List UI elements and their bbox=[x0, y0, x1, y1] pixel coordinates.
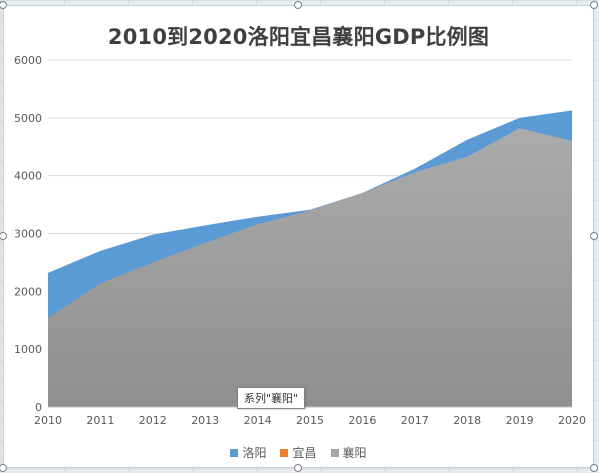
x-tick-label-2020: 2020 bbox=[558, 414, 586, 427]
x-tick-label-2011: 2011 bbox=[86, 414, 114, 427]
resize-handle-middle-left[interactable] bbox=[0, 232, 7, 240]
legend-label-yichang: 宜昌 bbox=[292, 446, 317, 460]
x-tick-label-2015: 2015 bbox=[296, 414, 324, 427]
resize-handle-middle-right[interactable] bbox=[590, 232, 598, 240]
legend-swatch-luoyang bbox=[230, 448, 239, 457]
series-tooltip: 系列"襄阳" bbox=[237, 387, 306, 409]
resize-handle-bottom-left[interactable] bbox=[0, 464, 7, 472]
legend-label-luoyang: 洛阳 bbox=[242, 446, 267, 460]
resize-handle-top-right[interactable] bbox=[590, 1, 598, 9]
chart-title[interactable]: 2010到2020洛阳宜昌襄阳GDP比例图 bbox=[107, 25, 490, 49]
legend-item-yichang[interactable]: 宜昌 bbox=[280, 444, 317, 461]
x-tick-label-2012: 2012 bbox=[139, 414, 167, 427]
y-tick-label-2000: 2000 bbox=[14, 285, 42, 298]
chart-legend[interactable]: 洛阳 宜昌 襄阳 bbox=[4, 444, 593, 461]
legend-item-luoyang[interactable]: 洛阳 bbox=[230, 444, 266, 461]
x-tick-label-2018: 2018 bbox=[453, 414, 481, 427]
resize-handle-bottom-right[interactable] bbox=[590, 464, 598, 472]
resize-handle-bottom-center[interactable] bbox=[294, 464, 302, 472]
legend-label-xiangyang: 襄阳 bbox=[342, 446, 367, 460]
area-chart[interactable]: 0 1000 2000 3000 4000 5000 6000 2010 2011 2012 201… bbox=[4, 6, 593, 467]
legend-item-xiangyang[interactable]: 襄阳 bbox=[330, 444, 367, 461]
x-tick-label-2017: 2017 bbox=[401, 414, 429, 427]
area-series-2[interactable] bbox=[48, 128, 572, 407]
x-tick-label-2014: 2014 bbox=[244, 414, 272, 427]
x-tick-label-2010: 2010 bbox=[34, 414, 62, 427]
x-tick-label-2019: 2019 bbox=[506, 414, 534, 427]
resize-handle-top-left[interactable] bbox=[0, 1, 7, 9]
y-tick-label-5000: 5000 bbox=[14, 112, 42, 125]
resize-handle-top-center[interactable] bbox=[294, 1, 302, 9]
legend-swatch-yichang bbox=[280, 448, 289, 457]
y-tick-label-4000: 4000 bbox=[14, 170, 42, 183]
y-tick-label-6000: 6000 bbox=[14, 54, 42, 67]
y-tick-label-0: 0 bbox=[35, 401, 42, 414]
x-tick-label-2013: 2013 bbox=[191, 414, 219, 427]
y-tick-label-3000: 3000 bbox=[14, 228, 42, 241]
x-tick-label-2016: 2016 bbox=[348, 414, 376, 427]
legend-swatch-xiangyang bbox=[330, 448, 339, 457]
y-tick-label-1000: 1000 bbox=[14, 343, 42, 356]
